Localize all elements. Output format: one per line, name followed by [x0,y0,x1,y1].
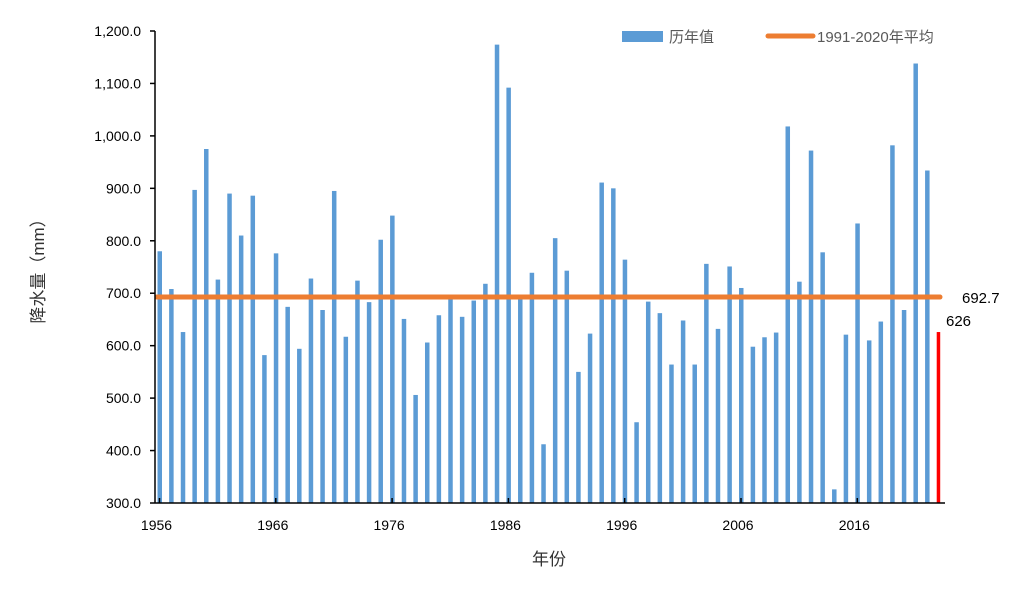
bar-1978 [413,394,418,503]
bar-1980 [436,315,442,503]
bar-2021 [913,63,918,503]
bar-1960 [204,149,209,503]
bar-1988 [529,272,535,503]
bar-1984 [483,283,488,503]
bar-2010 [785,126,791,504]
bar-1983 [471,300,477,503]
bar-1975 [378,239,383,503]
bar-2001 [680,320,686,503]
bar-2018 [878,321,884,503]
bar-2002 [692,364,697,503]
bar-2003 [704,263,709,503]
bar-1998 [645,301,651,503]
bar-1989 [541,444,546,503]
bar-2022 [925,170,930,503]
bar-1996 [622,259,628,503]
y-axis-title: 降水量（mm） [29,210,48,323]
bar-1965 [262,355,267,503]
y-tick-label: 900.0 [106,180,141,196]
bar-1985 [494,44,500,503]
y-tick-label: 1,000.0 [94,128,141,144]
bar-2015 [843,334,849,503]
bar-1990 [552,238,558,503]
bar-2019 [890,145,895,503]
bar-1994 [599,182,604,503]
bar-1959 [192,189,197,503]
bar-1982 [459,316,465,503]
bar-1974 [366,302,372,503]
bar-1995 [611,188,616,504]
bar-2013 [820,252,825,503]
y-tick-label: 600.0 [106,338,141,354]
bar-1987 [518,298,523,503]
bar-1997 [634,422,639,503]
bar-1968 [297,348,302,503]
y-tick-label: 800.0 [106,233,141,249]
bar-highlight-2023 [936,332,941,503]
bar-2006 [739,287,744,503]
bar-1964 [250,195,256,504]
average-value-label: 692.7 [962,290,1000,307]
x-tick-label: 1956 [141,517,172,533]
bar-2008 [762,337,767,503]
bar-1958 [180,332,186,503]
bar-1971 [331,190,337,503]
bar-1956 [157,251,162,503]
bar-2014 [832,489,837,503]
legend: 历年值 1991-2020年平均 [622,29,934,46]
bar-1979 [424,342,430,503]
x-tick-label: 1986 [490,517,521,533]
x-tick-label: 1966 [257,517,288,533]
x-tick-label: 1976 [374,517,405,533]
y-tick-label: 1,100.0 [94,75,141,91]
bar-1992 [576,371,581,503]
bar-2007 [750,346,756,503]
bar-1991 [564,270,570,503]
legend-label-annual: 历年值 [669,29,714,46]
bar-2009 [773,332,779,503]
y-tick-label: 300.0 [106,495,141,511]
bar-2012 [808,150,814,503]
y-tick-label: 400.0 [106,443,141,459]
bar-2011 [797,281,802,503]
bar-1977 [401,318,407,503]
bar-2004 [715,328,721,503]
bar-1981 [448,298,453,503]
legend-label-average: 1991-2020年平均 [817,29,934,46]
x-tick-label: 2006 [722,517,753,533]
bar-1993 [587,333,593,503]
x-tick-label: 2016 [839,517,870,533]
bar-1957 [169,289,174,503]
bar-2000 [669,364,674,503]
x-tick-label: 1996 [606,517,637,533]
bar-1972 [343,336,349,503]
y-tick-label: 1,200.0 [94,23,141,39]
bar-2016 [855,223,860,503]
bar-1966 [273,253,279,503]
highlight-value-label: 626 [946,313,971,330]
bar-1970 [320,310,325,503]
bar-2020 [901,310,907,503]
y-tick-label: 700.0 [106,285,141,301]
bar-2005 [727,266,732,503]
legend-swatch-annual [622,31,663,42]
bar-1976 [390,215,395,504]
bar-1999 [657,313,663,503]
bar-1973 [355,280,360,503]
bar-1963 [238,235,244,504]
bar-1962 [227,193,232,504]
bar-1969 [308,278,314,503]
y-tick-label: 500.0 [106,390,141,406]
x-axis-title: 年份 [532,550,566,569]
bar-2017 [866,340,872,503]
bar-1961 [215,279,221,503]
bar-1967 [285,306,290,503]
